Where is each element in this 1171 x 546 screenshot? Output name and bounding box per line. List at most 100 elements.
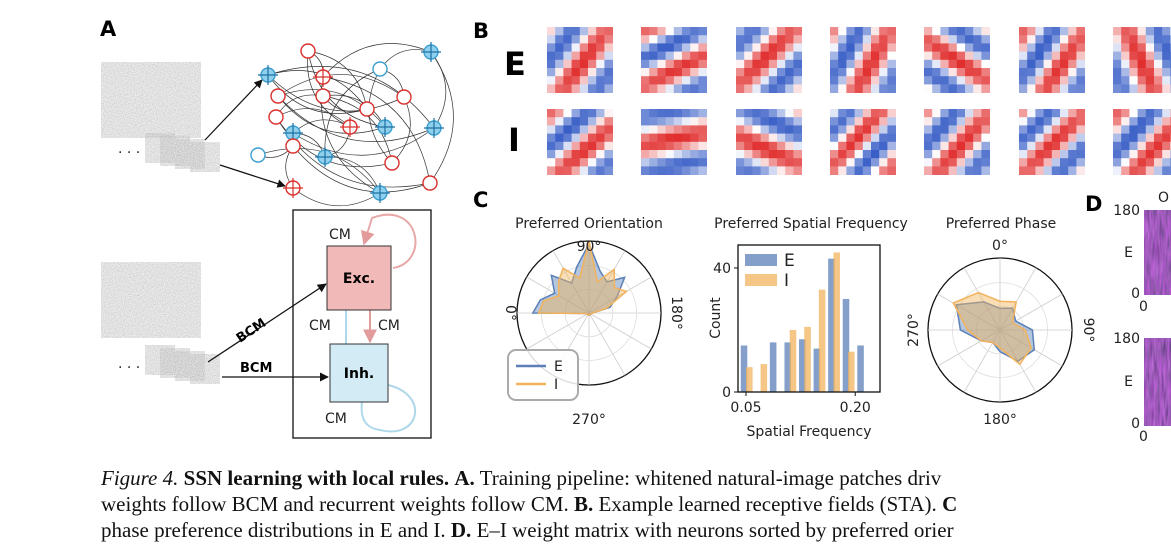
rf-pixel [641,133,650,143]
rf-pixel [932,166,941,175]
plot-title: Preferred Orientation [515,216,663,232]
rf-pixel [981,109,990,118]
rf-pixel [1060,76,1069,85]
rf-pixel [940,150,949,159]
rf-pixel [793,68,802,77]
rf-pixel [777,84,786,93]
rf-pixel [932,141,941,151]
rf-pixel [932,84,941,93]
rf-pixel [760,125,770,134]
rf-pixel [1068,84,1077,93]
rf-pixel [1145,125,1155,134]
rf-pixel [965,133,974,143]
rf-pixel [1121,117,1130,126]
rf-pixel [846,158,855,167]
rf-pixel [752,125,761,134]
rf-pixel [1019,51,1028,61]
rf-pixel [736,51,745,61]
rf-pixel [777,150,786,159]
rf-pixel [563,150,572,159]
rf-pixel [793,141,802,151]
rf-pixel [1019,35,1028,44]
rf-pixel [1060,68,1069,77]
rf-pixel [854,158,864,167]
rf-pixel [846,76,855,85]
rf-pixel [579,166,589,175]
rf-pixel [736,109,745,118]
rf-pixel [579,59,589,69]
rf-pixel [736,133,745,143]
rf-pixel [793,35,802,44]
rf-pixel [768,51,778,61]
rf-pixel [1043,68,1053,77]
rf-pixel [846,43,855,52]
rf-pixel [948,43,958,52]
rf-pixel [596,27,605,36]
rf-pixel [641,141,650,151]
rf-pixel [760,150,770,159]
rf-pixel [682,141,691,151]
rf-pixel [830,68,839,77]
rf-pixel [1162,43,1171,52]
rf-pixel [924,158,933,167]
rf-pixel [690,125,699,134]
rf-pixel [698,141,707,151]
rf-pixel [555,27,564,36]
rf-pixel [956,150,966,159]
rf-pixel [682,133,691,143]
rf-pixel [563,125,572,134]
rf-pixel [887,43,896,52]
rf-pixel [1154,109,1163,118]
rf-pixel [690,35,699,44]
rf-pixel [1162,117,1171,126]
rf-pixel [579,43,589,52]
rf-pixel [604,117,613,126]
rf-pixel [698,27,707,36]
rf-pixel [846,35,855,44]
rf-pixel [563,76,572,85]
rf-pixel [948,27,958,36]
rf-pixel [1154,59,1163,69]
rf-pixel [973,133,982,143]
rf-pixel [760,84,770,93]
rf-pixel [924,117,933,126]
node-label: Inh. [344,366,374,382]
rf-pixel [887,76,896,85]
rf-pixel [698,158,707,167]
rf-pixel [838,35,847,44]
rf-pixel [760,43,770,52]
rf-pixel [571,76,581,85]
rf-pixel [838,133,847,143]
histogram-bar [746,367,753,392]
rf-pixel [665,68,675,77]
rf-pixel [793,133,802,143]
rf-pixel [940,109,949,118]
rf-pixel [588,59,597,69]
rf-pixel [940,27,949,36]
rf-pixel [1060,84,1069,93]
rf-pixel [588,35,597,44]
polar-area [955,301,1036,363]
rf-pixel [596,141,605,151]
rf-pixel [1113,125,1122,134]
rf-pixel [1137,141,1147,151]
rf-pixel [785,109,794,118]
rf-pixel [1027,158,1036,167]
axis-label: E [1124,245,1133,261]
rf-pixel [1162,150,1171,159]
rf-pixel [1035,59,1044,69]
edge [267,74,405,112]
rf-pixel [1051,76,1061,85]
rf-pixel [1051,51,1061,61]
rf-pixel [1129,43,1138,52]
rf-pixel [948,117,958,126]
rf-pixel [571,27,581,36]
histogram-bar [842,298,850,392]
rf-pixel [965,68,974,77]
rf-pixel [1068,166,1077,175]
rf-pixel [596,84,605,93]
rf-pixel [793,27,802,36]
rf-pixel [657,166,666,175]
rf-pixel [736,84,745,93]
rf-pixel [690,76,699,85]
